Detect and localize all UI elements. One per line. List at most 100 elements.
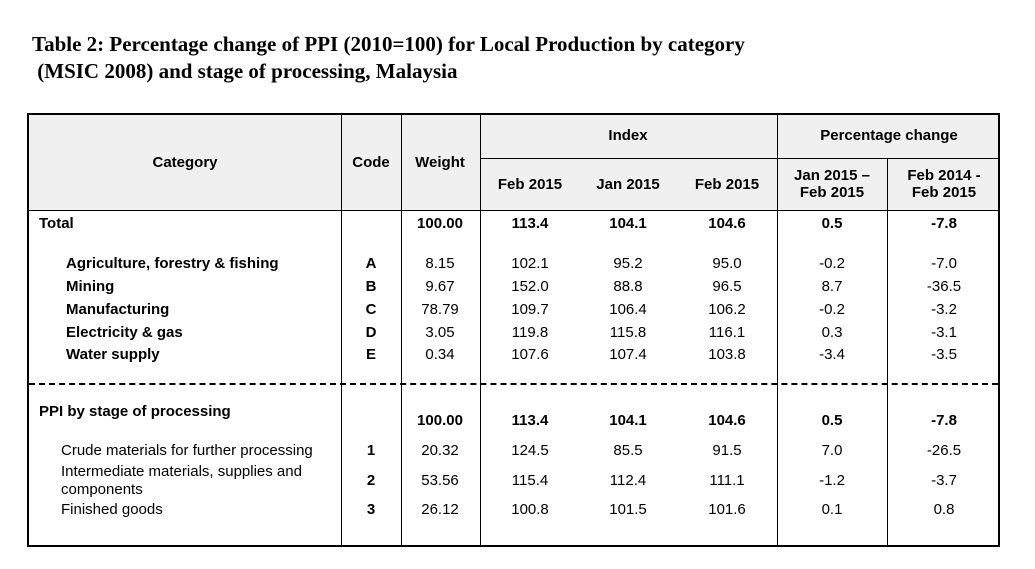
section-heading: PPI by stage of processing	[39, 403, 231, 420]
cell-code: 2	[366, 472, 376, 489]
cell-index-feb-2015: 113.4	[511, 215, 549, 232]
cell-code: C	[365, 301, 377, 318]
cell-index-feb-2015: 116.1	[708, 324, 746, 341]
row-label: Total	[39, 215, 74, 232]
cell-index-feb-2015: 104.6	[708, 412, 746, 429]
col-divider	[341, 115, 342, 545]
cell-yoy-change: -3.2	[931, 301, 957, 318]
header-code: Code	[352, 154, 390, 171]
title-line-2: (MSIC 2008) and stage of processing, Mal…	[32, 59, 458, 83]
cell-index-feb-2015: 119.8	[511, 324, 549, 341]
cell-code: A	[365, 255, 377, 272]
cell-index-feb-2015: 124.5	[511, 442, 549, 459]
cell-mom-change: -3.4	[819, 346, 845, 363]
cell-index-jan-2015: 101.5	[609, 501, 647, 518]
cell-mom-change: 0.5	[821, 215, 843, 232]
cell-weight: 20.32	[421, 442, 459, 459]
row-label-line-1: Intermediate materials, supplies and	[61, 463, 302, 480]
header-feb-2015: Feb 2015	[497, 176, 563, 193]
header-jan-2015: Jan 2015	[596, 176, 660, 193]
col-divider	[887, 158, 888, 545]
cell-yoy-change: -3.5	[931, 346, 957, 363]
row-label: Finished goods	[61, 501, 163, 518]
header-yoy-line-1: Feb 2014 -	[907, 167, 981, 184]
header-mom-line-1: Jan 2015 –	[794, 167, 870, 184]
cell-index-feb-2015: 113.4	[511, 412, 549, 429]
header-feb-2015: Feb 2015	[694, 176, 760, 193]
header-weight: Weight	[415, 154, 465, 171]
cell-yoy-change: -3.1	[931, 324, 957, 341]
cell-index-jan-2015: 107.4	[609, 346, 647, 363]
cell-mom-change: 0.3	[821, 324, 843, 341]
cell-code: D	[365, 324, 377, 341]
cell-code: E	[365, 346, 377, 363]
cell-yoy-change: 0.8	[933, 501, 955, 518]
row-label: Agriculture, forestry & fishing	[66, 255, 279, 272]
cell-index-jan-2015: 95.2	[613, 255, 643, 272]
row-label-line-2: components	[61, 481, 143, 498]
row-label: Water supply	[66, 346, 160, 363]
cell-yoy-change: -3.7	[931, 472, 957, 489]
cell-weight: 53.56	[421, 472, 459, 489]
cell-index-feb-2015: 95.0	[712, 255, 742, 272]
cell-index-feb-2015: 109.7	[511, 301, 549, 318]
cell-yoy-change: -36.5	[926, 278, 962, 295]
cell-weight: 100.00	[417, 412, 463, 429]
cell-code: 1	[366, 442, 376, 459]
cell-weight: 9.67	[425, 278, 455, 295]
section-divider	[29, 383, 998, 385]
cell-mom-change: 0.5	[821, 412, 843, 429]
cell-mom-change: 7.0	[821, 442, 843, 459]
cell-index-feb-2015: 102.1	[511, 255, 549, 272]
cell-index-feb-2015: 107.6	[511, 346, 549, 363]
header-bottom-rule	[29, 210, 998, 211]
cell-yoy-change: -7.0	[931, 255, 957, 272]
row-label: Mining	[66, 278, 115, 295]
cell-index-feb-2015: 106.2	[708, 301, 746, 318]
header-background	[29, 115, 998, 211]
cell-index-feb-2015: 104.6	[708, 215, 746, 232]
title-line-1: Table 2: Percentage change of PPI (2010=…	[32, 32, 745, 56]
cell-index-feb-2015: 152.0	[511, 278, 549, 295]
table-title: Table 2: Percentage change of PPI (2010=…	[32, 31, 745, 85]
cell-weight: 8.15	[425, 255, 455, 272]
cell-index-feb-2015: 91.5	[712, 442, 742, 459]
cell-code: 3	[366, 501, 376, 518]
cell-weight: 100.00	[417, 215, 463, 232]
cell-index-jan-2015: 115.8	[609, 324, 647, 341]
cell-index-feb-2015: 103.8	[708, 346, 746, 363]
header-mom-line-2: Feb 2015	[799, 184, 865, 201]
cell-index-feb-2015: 101.6	[708, 501, 746, 518]
ppi-table: Category Code Weight Index Percentage ch…	[27, 113, 1000, 547]
col-divider	[777, 115, 778, 545]
cell-index-feb-2015: 100.8	[511, 501, 549, 518]
cell-index-jan-2015: 112.4	[609, 472, 647, 489]
cell-yoy-change: -7.8	[931, 215, 957, 232]
col-divider	[401, 115, 402, 545]
header-index: Index	[608, 127, 648, 144]
cell-mom-change: 0.1	[821, 501, 843, 518]
cell-index-feb-2015: 96.5	[712, 278, 742, 295]
cell-weight: 26.12	[421, 501, 459, 518]
cell-mom-change: -0.2	[819, 255, 845, 272]
header-category: Category	[152, 154, 218, 171]
cell-yoy-change: -26.5	[926, 442, 962, 459]
header-subrule	[480, 158, 998, 159]
cell-weight: 78.79	[421, 301, 459, 318]
header-percentage-change: Percentage change	[820, 127, 958, 144]
cell-index-jan-2015: 85.5	[613, 442, 643, 459]
row-label: Electricity & gas	[66, 324, 183, 341]
col-divider	[480, 115, 481, 545]
cell-weight: 0.34	[425, 346, 455, 363]
row-label: Manufacturing	[66, 301, 170, 318]
cell-index-feb-2015: 115.4	[511, 472, 549, 489]
cell-index-jan-2015: 88.8	[613, 278, 643, 295]
cell-index-feb-2015: 111.1	[709, 472, 745, 489]
cell-weight: 3.05	[425, 324, 455, 341]
cell-index-jan-2015: 104.1	[609, 412, 647, 429]
cell-index-jan-2015: 106.4	[609, 301, 647, 318]
cell-index-jan-2015: 104.1	[609, 215, 647, 232]
cell-mom-change: -1.2	[819, 472, 845, 489]
cell-mom-change: 8.7	[821, 278, 843, 295]
cell-yoy-change: -7.8	[931, 412, 957, 429]
